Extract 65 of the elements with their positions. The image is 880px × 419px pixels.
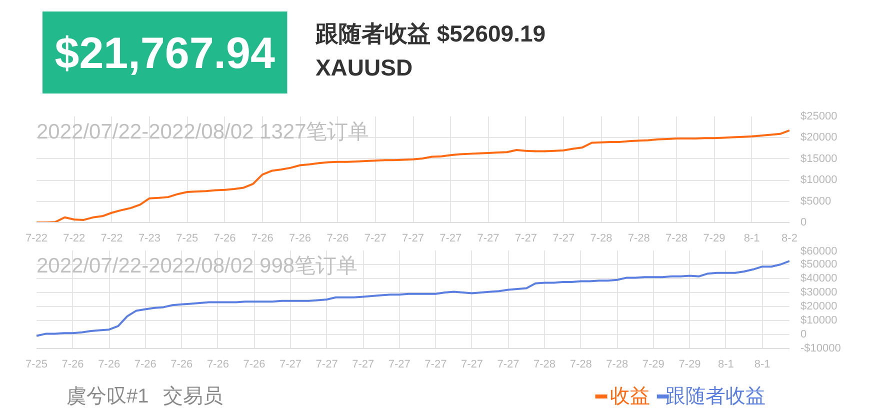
x-tick-label: 7-27 [402,232,424,244]
y-tick-label: $10000 [800,174,838,186]
x-tick-label: 7-26 [214,232,236,244]
x-tick-label: 7-27 [364,232,386,244]
legend-label: 跟随者收益 [666,386,766,408]
x-tick-label: 8-1 [718,358,734,370]
x-tick-label: 8-1 [744,232,760,244]
x-tick-label: 7-27 [497,358,520,370]
x-tick-label: 7-26 [326,232,349,244]
y-tick-label: $15000 [800,152,838,165]
text: 虞兮叹#1 [66,386,149,408]
x-tick-label: 7-22 [100,232,123,244]
y-tick-label: $30000 [800,286,838,298]
x-tick-label: 7-26 [289,232,312,244]
x-tick-label: 7-26 [170,358,193,370]
x-tick-label: 7-26 [98,358,120,370]
x-tick-label: 7-26 [251,232,274,244]
x-tick-label: 7-27 [440,232,462,244]
x-tick-label: 7-27 [514,232,537,244]
x-tick-label: 7-29 [678,358,701,370]
x-tick-label: 7-26 [62,358,84,370]
x-tick-label: 7-28 [570,358,592,370]
x-tick-label: 7-29 [642,358,664,370]
x-tick-label: 7-29 [703,232,726,244]
x-tick-label: 7-23 [138,232,160,244]
x-tick-label: 7-27 [316,358,338,370]
x-tick-label: 7-28 [666,232,688,244]
x-tick-label: 7-27 [352,358,374,370]
text: $21,767.94 [54,29,276,78]
x-tick-label: 7-25 [25,358,48,370]
x-tick-label: 7-25 [176,232,198,244]
y-tick-label: $5000 [800,195,832,208]
y-tick-label: 0 [800,328,807,340]
x-tick-label: 7-27 [477,232,500,244]
y-tick-label: $20000 [800,300,838,312]
x-tick-label: 7-28 [606,358,628,370]
x-tick-label: 7-27 [388,358,410,370]
x-tick-label: 7-26 [206,358,229,370]
y-tick-label: $40000 [800,272,838,284]
x-tick-label: 8-1 [754,358,770,370]
x-tick-label: 7-22 [25,232,48,244]
x-tick-label: 7-28 [628,232,650,244]
y-tick-label: $60000 [800,246,838,258]
x-tick-label: 7-27 [424,358,447,370]
x-tick-label: 8-2 [782,232,798,244]
chart-title: 2022/07/22-2022/08/02 998笔订单 [36,254,358,278]
x-tick-label: 7-27 [280,358,302,370]
x-tick-label: 7-22 [63,232,86,244]
x-tick-label: 7-27 [460,358,483,370]
y-tick-label: $25000 [800,110,838,122]
y-tick-label: -$10000 [800,342,841,354]
text: 交易员 [163,386,224,408]
x-tick-label: 7-27 [552,232,575,244]
y-tick-label: 0 [800,216,807,228]
y-tick-label: $10000 [800,314,838,326]
x-tick-label: 7-26 [134,358,156,370]
y-tick-label: $50000 [800,258,838,270]
y-tick-label: $20000 [800,132,838,144]
chart-title: 2022/07/22-2022/08/02 1327笔订单 [36,120,370,144]
x-tick-label: 7-26 [243,358,266,370]
x-tick-label: 7-28 [590,232,612,244]
x-tick-label: 7-28 [534,358,556,370]
text: 跟随者收益 $52609.19 [314,20,546,46]
legend-label: 收益 [610,386,650,408]
text: XAUUSD [315,54,413,80]
